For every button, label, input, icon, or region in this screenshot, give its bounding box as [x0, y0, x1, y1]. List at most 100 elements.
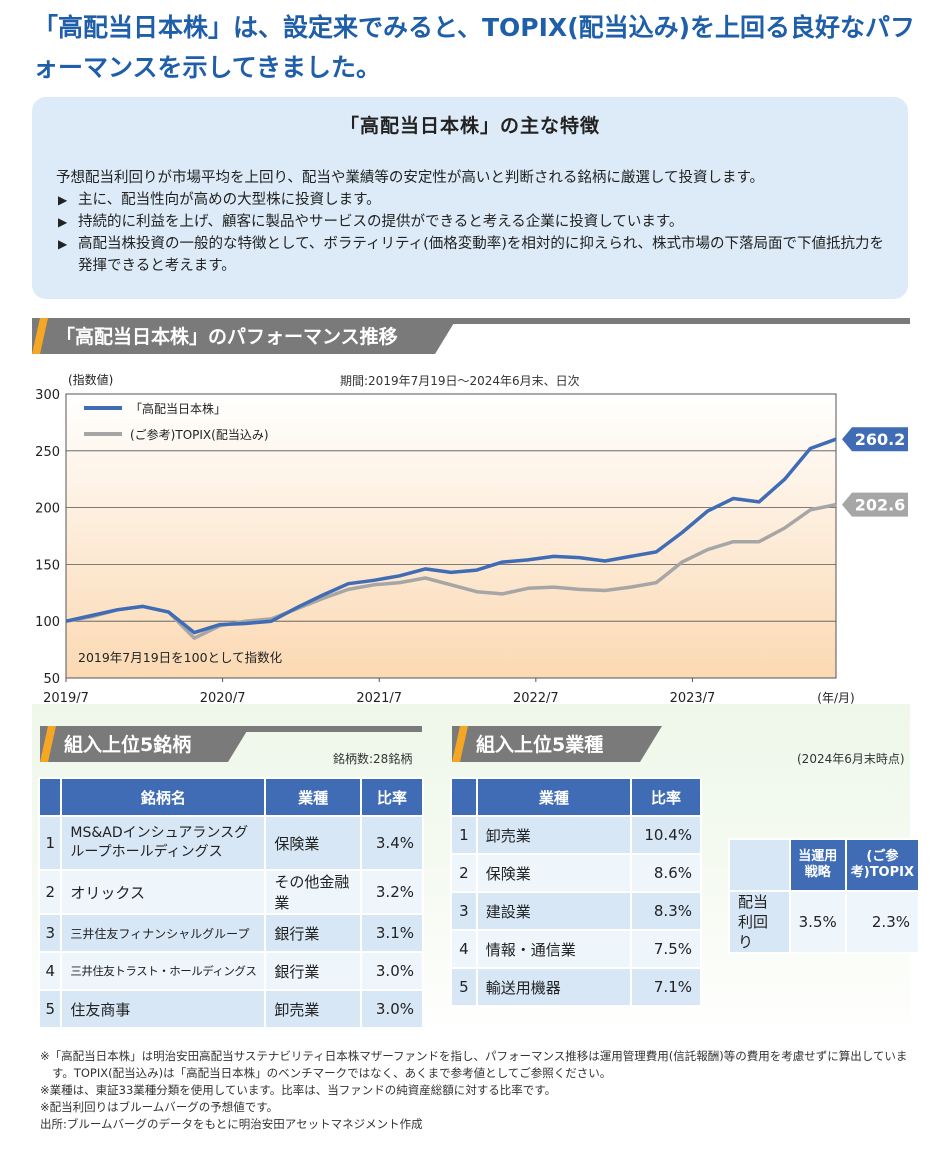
table-header-sector: 業種	[475, 777, 633, 817]
row-rank: 5	[37, 989, 63, 1029]
table-header-sector: 業種	[264, 777, 362, 817]
section-rule	[432, 318, 910, 324]
features-intro: 予想配当利回りが市場平均を上回り、配当や業績等の安定性が高いと判断される銘柄に厳…	[56, 170, 765, 186]
row-topix-yield: 2.3%	[844, 890, 921, 954]
top-sectors-table: 業種 比率 1 卸売業 10.4% 2 保険業 8.6% 3 建設業 8.3% …	[450, 777, 702, 1007]
row-ratio: 8.6%	[630, 853, 702, 893]
triangle-right-icon: ▶	[58, 193, 68, 207]
table-row: 4 三井住友トラスト・ホールディングス 銀行業 3.0%	[37, 951, 425, 991]
features-box: 「高配当日本株」の主な特徴 予想配当利回りが市場平均を上回り、配当や業績等の安定…	[32, 97, 908, 299]
row-ratio: 3.2%	[359, 869, 425, 915]
row-ratio: 3.0%	[359, 989, 425, 1029]
row-rank: 2	[450, 853, 478, 893]
end-value-label: 202.6	[855, 496, 906, 515]
performance-section-title: 「高配当日本株」のパフォーマンス推移	[56, 326, 398, 348]
table-header-topix: (ご参考)TOPIX	[844, 838, 921, 892]
features-body: 予想配当利回りが市場平均を上回り、配当や業績等の安定性が高いと判断される銘柄に厳…	[56, 167, 896, 277]
top-stocks-title: 組入上位5銘柄	[64, 734, 192, 756]
performance-section-header: 「高配当日本株」のパフォーマンス推移	[32, 318, 910, 354]
table-header-ratio: 比率	[630, 777, 702, 817]
row-sector: 情報・通信業	[475, 929, 633, 969]
end-value-tag	[842, 492, 908, 517]
footnote: ※業種は、東証33業種分類を使用しています。比率は、当ファンドの純資産総額に対す…	[40, 1083, 557, 1097]
table-row: 1 卸売業 10.4%	[450, 815, 702, 855]
triangle-right-icon: ▶	[58, 215, 68, 229]
row-ratio: 3.1%	[359, 913, 425, 953]
features-title: 「高配当日本株」の主な特徴	[339, 115, 600, 137]
footnotes: ※「高配当日本株」は明治安田高配当サステナビリティ日本株マザーファンドを指し、パ…	[40, 1048, 920, 1133]
legend-label: 「高配当日本株」	[130, 401, 226, 416]
x-tick-label: 2021/7	[356, 691, 402, 706]
x-tick-label: 2022/7	[513, 691, 559, 706]
top-sectors-title: 組入上位5業種	[476, 734, 604, 756]
table-header-blank	[728, 838, 791, 892]
section-bar	[452, 726, 662, 762]
table-header-ratio: 比率	[359, 777, 425, 817]
features-bullet: ▶ 持続的に利益を上げ、顧客に製品やサービスの提供ができると考える企業に投資してい…	[56, 211, 896, 233]
y-tick-label: 300	[35, 388, 60, 403]
row-ratio: 7.5%	[630, 929, 702, 969]
x-tick-label: 2019/7	[43, 691, 89, 706]
row-rank: 1	[37, 815, 63, 871]
row-sector: 輸送用機器	[475, 967, 633, 1007]
legend-label: (ご参考)TOPIX(配当込み)	[130, 427, 269, 442]
table-row: 3 建設業 8.3%	[450, 891, 702, 931]
section-bar	[40, 726, 250, 762]
table-row: 5 住友商事 卸売業 3.0%	[37, 989, 425, 1029]
features-bullet: ▶ 主に、配当性向が高めの大型株に投資します。	[56, 189, 896, 211]
table-header-rank	[450, 777, 478, 817]
row-ratio: 3.4%	[359, 815, 425, 871]
row-name: 三井住友フィナンシャルグループ	[60, 913, 267, 953]
section-bar	[32, 318, 457, 354]
row-label: 配当利回り	[728, 890, 791, 954]
table-row: 2 保険業 8.6%	[450, 853, 702, 893]
features-bullet-text: 主に、配当性向が高めの大型株に投資します。	[78, 192, 381, 208]
row-name: オリックス	[60, 869, 267, 915]
series-line	[65, 437, 837, 635]
table-row: 4 情報・通信業 7.5%	[450, 929, 702, 969]
row-sector: 銀行業	[264, 951, 362, 991]
y-tick-label: 100	[35, 615, 60, 630]
row-sector: 卸売業	[475, 815, 633, 855]
row-rank: 3	[37, 913, 63, 953]
series-line	[65, 502, 837, 640]
features-bullet: ▶ 高配当株投資の一般的な特徴として、ボラティリティ(価格変動率)を相対的に抑えら…	[56, 233, 896, 277]
row-sector: 卸売業	[264, 989, 362, 1029]
table-header-rank	[37, 777, 63, 817]
stock-count: 銘柄数:28銘柄	[333, 752, 413, 766]
table-header-row: 銘柄名 業種 比率	[37, 777, 425, 817]
table-row: 3 三井住友フィナンシャルグループ 銀行業 3.1%	[37, 913, 425, 953]
table-row: 2 オリックス その他金融業 3.2%	[37, 869, 425, 915]
headline: 「高配当日本株」は、設定来でみると、TOPIX(配当込み)を上回る良好なパフォー…	[33, 13, 916, 82]
table-header-row: 当運用戦略 (ご参考)TOPIX	[728, 838, 921, 892]
table-header-row: 業種 比率	[450, 777, 702, 817]
table-header-name: 銘柄名	[60, 777, 267, 817]
row-ratio: 10.4%	[630, 815, 702, 855]
features-bullet-text: 高配当株投資の一般的な特徴として、ボラティリティ(価格変動率)を相対的に抑えられ…	[78, 236, 885, 274]
row-rank: 3	[450, 891, 478, 931]
row-rank: 2	[37, 869, 63, 915]
row-ratio: 3.0%	[359, 951, 425, 991]
row-sector: その他金融業	[264, 869, 362, 915]
y-axis-label: (指数値)	[68, 372, 113, 387]
footnote: ※配当利回りはブルームバーグの予想値です。	[40, 1100, 279, 1114]
row-strategy-yield: 3.5%	[788, 890, 847, 954]
chart-period: 期間:2019年7月19日〜2024年6月末、日次	[340, 374, 580, 388]
top-stocks-section-header: 組入上位5銘柄	[40, 726, 422, 762]
row-name: 三井住友トラスト・ホールディングス	[60, 951, 267, 991]
table-header-strategy: 当運用戦略	[788, 838, 847, 892]
y-tick-label: 150	[35, 558, 60, 573]
top-sectors-section-header: 組入上位5業種	[452, 726, 702, 762]
row-rank: 1	[450, 815, 478, 855]
y-tick-label: 250	[35, 445, 60, 460]
row-ratio: 7.1%	[630, 967, 702, 1007]
chart-note: 2019年7月19日を100として指数化	[78, 650, 283, 665]
as-of-date: (2024年6月末時点)	[797, 752, 905, 766]
table-row: 5 輸送用機器 7.1%	[450, 967, 702, 1007]
table-row: 配当利回り 3.5% 2.3%	[728, 890, 921, 954]
row-sector: 保険業	[475, 853, 633, 893]
row-sector: 建設業	[475, 891, 633, 931]
row-rank: 5	[450, 967, 478, 1007]
x-tick-label: 2020/7	[200, 691, 246, 706]
footnote: ※「高配当日本株」は明治安田高配当サステナビリティ日本株マザーファンドを指し、パ…	[40, 1049, 908, 1080]
